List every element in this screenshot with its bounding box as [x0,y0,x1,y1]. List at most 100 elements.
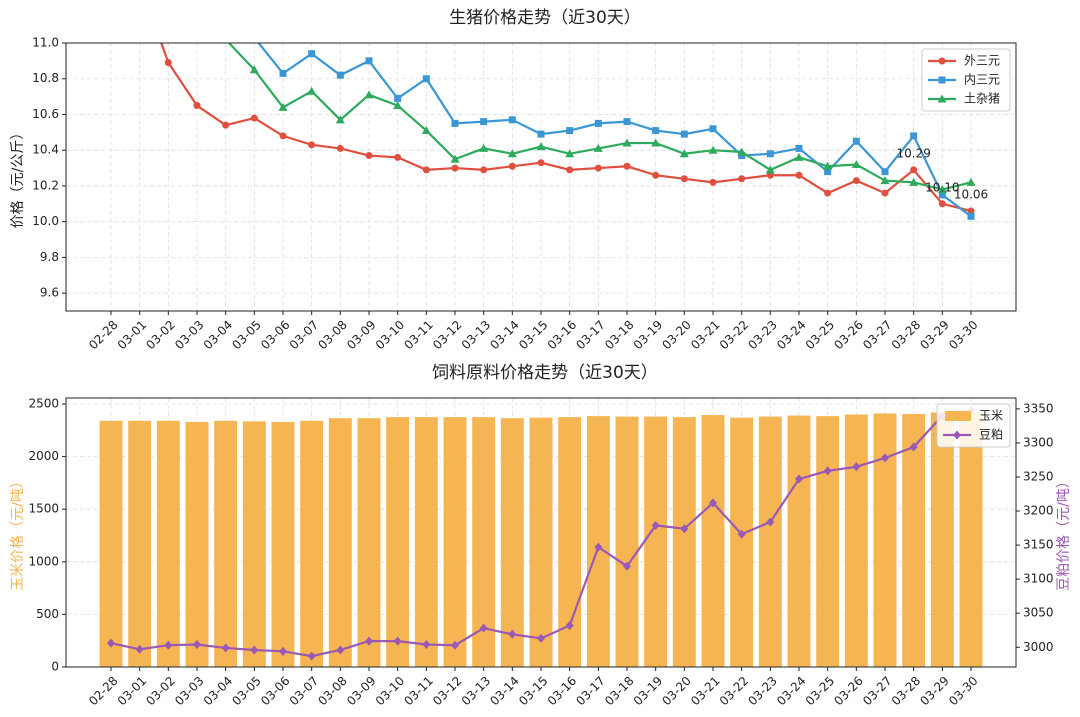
bar [443,417,467,667]
x-tick-label: 03-22 [717,674,752,709]
x-tick-label: 03-13 [459,318,494,353]
x-tick-label: 03-25 [803,674,838,709]
x-tick-label: 03-06 [258,674,293,709]
y-tick-label: 10.6 [32,107,59,121]
bar [156,420,180,667]
marker [766,171,774,179]
marker [451,640,459,650]
marker [566,166,574,174]
marker [680,524,689,534]
x-tick-label: 03-14 [487,674,522,709]
bar [758,416,782,667]
x-tick-label: 03-16 [545,318,580,353]
legend-label: 豆粕 [979,427,1003,442]
y2-axis-label: 豆粕价格（元/吨） [1056,474,1072,591]
axes-frame [65,397,1017,668]
x-tick-label: 03-21 [688,674,723,709]
marker [623,118,631,126]
y-tick-label: 1000 [28,554,59,568]
x-tick-label: 03-07 [287,318,322,353]
x-tick-label: 03-20 [659,318,694,353]
marker [623,162,631,170]
marker [909,442,918,452]
marker [766,150,774,158]
legend-label: 玉米 [979,409,1003,423]
x-tick-label: 03-01 [115,318,150,353]
x-tick-label: 03-08 [315,674,350,709]
marker [394,153,402,161]
y-tick-label: 9.8 [40,250,59,264]
x-tick-label: 03-28 [889,318,924,353]
marker [910,132,918,140]
bar [357,418,381,667]
bar [701,415,725,667]
x-tick-label: 03-27 [860,674,895,709]
bar [414,417,438,667]
x-tick-label: 03-23 [745,318,780,353]
bar [586,416,610,667]
marker [709,178,717,186]
marker [737,529,746,539]
x-tick-label: 03-30 [946,674,981,709]
marker [851,159,861,168]
marker [308,50,316,58]
bar [185,421,209,667]
marker [680,130,688,138]
marker [537,633,545,643]
legend-label: 土杂猪 [964,92,1000,106]
y2-tick-label: 3000 [1023,640,1054,654]
marker [421,126,431,135]
bar [500,418,524,667]
marker [652,171,660,179]
marker [107,638,115,648]
marker [881,168,889,176]
marker [479,623,488,633]
x-tick-label: 03-02 [143,674,178,709]
x-tick-label: 03-05 [229,674,264,709]
marker [709,125,717,133]
x-tick-label: 03-04 [201,674,236,709]
marker [450,154,460,163]
y-tick-label: 500 [36,607,59,621]
bar [214,420,238,667]
marker [823,466,832,476]
marker [794,152,804,161]
y-tick-label: 10.4 [32,143,59,157]
marker [652,127,660,135]
annotation: 10.10 [925,180,959,194]
x-tick-label: 03-07 [287,674,322,709]
marker [308,141,316,149]
marker [738,152,746,160]
x-tick-label: 03-12 [430,674,465,709]
y-tick-label: 2500 [28,396,59,410]
y2-tick-label: 3100 [1023,572,1054,586]
marker [507,149,517,158]
y-axis-label: 玉米价格（元/吨） [10,474,26,591]
x-tick-label: 03-30 [946,318,981,353]
marker [365,152,373,160]
plot-area [99,406,983,667]
x-tick-label: 03-26 [831,318,866,353]
x-tick-label: 03-25 [803,318,838,353]
x-tick-label: 03-11 [401,318,436,353]
marker [279,132,287,140]
marker [852,462,861,472]
y-tick-label: 0 [51,660,59,674]
marker [651,138,661,147]
marker [852,177,860,185]
legend-marker [937,94,947,103]
bar [472,417,496,667]
bar [271,421,295,667]
marker [307,651,316,661]
marker [222,121,230,129]
marker [537,130,545,138]
x-tick-label: 03-01 [115,674,150,709]
marker [279,646,287,656]
x-tick-label: 03-24 [774,318,809,353]
bar [615,416,639,667]
marker [622,138,632,147]
marker [222,4,229,11]
marker [593,143,603,152]
y2-tick-label: 3350 [1023,401,1054,415]
bar [99,420,123,667]
